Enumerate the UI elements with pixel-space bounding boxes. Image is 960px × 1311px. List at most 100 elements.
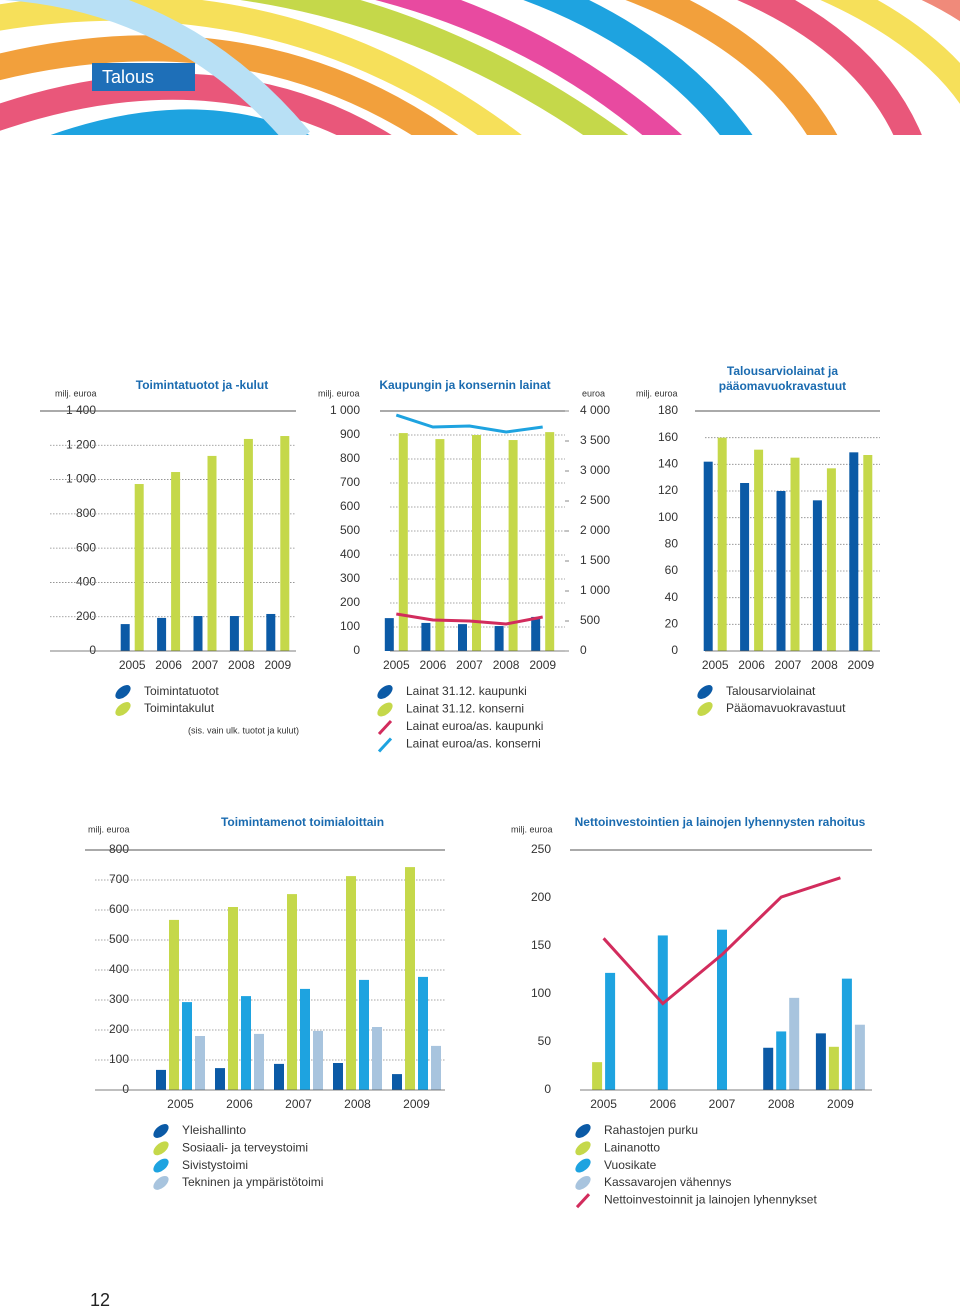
y-tick-label: 0 [353, 643, 360, 657]
legend-label: Lainanotto [604, 1140, 660, 1154]
legend-icon [697, 702, 713, 716]
bar [605, 972, 616, 1090]
y-tick-label: 700 [340, 475, 360, 489]
bar [828, 1046, 839, 1090]
bar [703, 461, 713, 651]
chart-title: Talousarviolainat ja pääomavuokravastuut [718, 364, 847, 393]
chart-title: Toimintamenot toimialoittain [220, 815, 385, 829]
legend-label: Nettoinvestoinnit ja lainojen lyhennykse… [604, 1192, 817, 1206]
y-tick-label: 200 [531, 890, 551, 904]
bar [243, 438, 253, 651]
unit-label: milj. euroa [511, 824, 553, 834]
bar [863, 455, 873, 651]
y-tick-label: 500 [109, 932, 129, 946]
legend-label: Kassavarojen vähennys [604, 1175, 731, 1189]
x-tick-label: 2007 [456, 658, 483, 672]
y2-tick-label: 2 500 [580, 493, 610, 507]
bar [300, 988, 310, 1090]
y-tick-label: 400 [109, 962, 129, 976]
bar [120, 624, 130, 651]
bar [592, 1062, 603, 1090]
y-tick-label: 1 000 [330, 403, 360, 417]
bar [508, 440, 518, 651]
legend-icon [575, 1158, 591, 1173]
bar [657, 935, 668, 1090]
y-tick-label: 160 [658, 430, 678, 444]
x-tick-label: 2006 [738, 658, 765, 672]
y-tick-label: 250 [531, 842, 551, 856]
page-number: 12 [90, 1290, 111, 1310]
bar [826, 468, 836, 651]
chart-title: Nettoinvestointien ja lainojen lyhennyst… [574, 815, 866, 829]
chart-title: Kaupungin ja konsernin lainat [379, 378, 551, 392]
y-tick-label: 140 [658, 457, 678, 471]
y-tick-label: 100 [531, 986, 551, 1000]
y2-tick-label: 4 000 [580, 403, 610, 417]
bar [346, 876, 356, 1090]
bar [182, 1002, 192, 1090]
y-tick-label: 100 [109, 1052, 129, 1066]
legend-icon [575, 1124, 591, 1138]
x-tick-label: 2009 [529, 658, 556, 672]
y-tick-label: 800 [109, 842, 129, 856]
x-tick-label: 2006 [649, 1097, 676, 1111]
bar [458, 624, 467, 651]
legend-label: Lainat 31.12. konserni [406, 702, 524, 716]
legend-icon [575, 1175, 591, 1190]
y-tick-label: 600 [340, 499, 360, 513]
legend-label: Yleishallinto [182, 1123, 246, 1137]
y2-tick-label: 1 500 [580, 553, 610, 567]
x-tick-label: 2006 [155, 658, 182, 672]
bar [274, 1063, 284, 1090]
bar [717, 929, 727, 1090]
bar [494, 626, 504, 651]
legend-icon [115, 685, 131, 699]
y-tick-label: 600 [76, 540, 96, 554]
legend-label: Lainat euroa/as. kaupunki [406, 719, 543, 733]
legend-label: Lainat euroa/as. konserni [406, 737, 541, 751]
y2-tick-label: 3 000 [580, 463, 610, 477]
y-tick-label: 800 [340, 451, 360, 465]
bar [717, 437, 727, 651]
bar [776, 491, 786, 651]
bar [384, 618, 394, 651]
bar [215, 1068, 225, 1090]
y-tick-label: 200 [76, 609, 96, 623]
bar [287, 894, 297, 1090]
bar [740, 483, 750, 651]
x-tick-label: 2008 [344, 1097, 371, 1111]
y-tick-label: 60 [665, 563, 679, 577]
y-tick-label: 20 [665, 617, 679, 631]
y-tick-label: 0 [671, 643, 678, 657]
x-tick-label: 2007 [709, 1097, 736, 1111]
bar [169, 919, 179, 1090]
x-tick-label: 2007 [285, 1097, 312, 1111]
bar [418, 976, 428, 1090]
bar [359, 979, 369, 1090]
unit-label: milj. euroa [636, 388, 678, 398]
x-tick-label: 2005 [167, 1097, 194, 1111]
bar [790, 457, 800, 651]
y-tick-label: 1 200 [66, 437, 96, 451]
unit-label: euroa [582, 388, 605, 398]
x-tick-label: 2008 [228, 658, 255, 672]
bar [812, 500, 822, 651]
bar [171, 472, 181, 651]
legend-icon [377, 737, 393, 753]
line [602, 876, 841, 1006]
legend-label: Vuosikate [604, 1158, 657, 1172]
y-tick-label: 800 [76, 506, 96, 520]
y-tick-label: 1 400 [66, 403, 96, 417]
x-tick-label: 2008 [811, 658, 838, 672]
legend-icon [697, 685, 713, 699]
y-tick-label: 400 [340, 547, 360, 561]
legend-icon [153, 1141, 169, 1156]
line [396, 612, 543, 626]
y-tick-label: 50 [538, 1034, 552, 1048]
bar [280, 436, 290, 651]
x-tick-label: 2009 [827, 1097, 854, 1111]
x-tick-label: 2005 [119, 658, 146, 672]
y-tick-label: 700 [109, 872, 129, 886]
chart-title: Toimintatuotot ja -kulut [135, 378, 269, 392]
